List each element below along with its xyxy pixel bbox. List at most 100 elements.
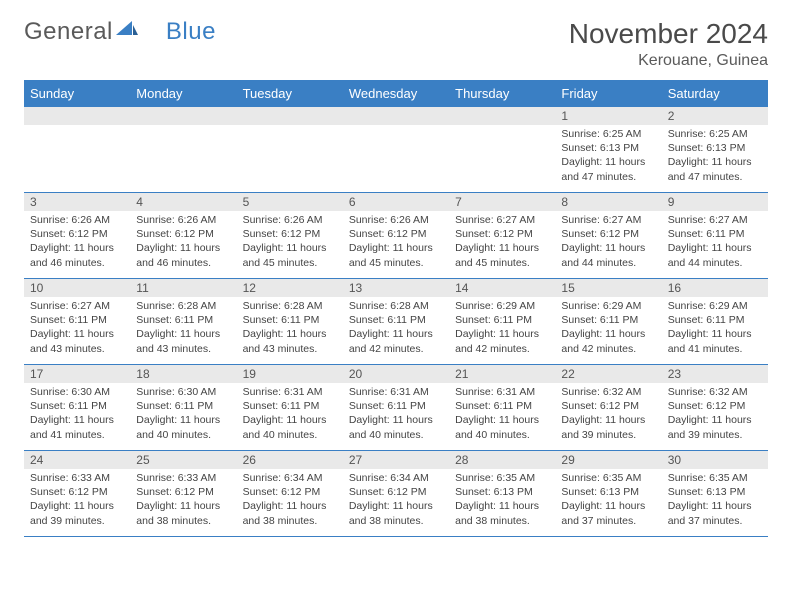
calendar-cell: 26Sunrise: 6:34 AMSunset: 6:12 PMDayligh… [237,451,343,537]
calendar-cell: 22Sunrise: 6:32 AMSunset: 6:12 PMDayligh… [555,365,661,451]
day-info: Sunrise: 6:26 AMSunset: 6:12 PMDaylight:… [237,211,343,274]
calendar-cell: 13Sunrise: 6:28 AMSunset: 6:11 PMDayligh… [343,279,449,365]
calendar-table: SundayMondayTuesdayWednesdayThursdayFrid… [24,80,768,537]
day-number: 5 [237,193,343,211]
calendar-cell: 20Sunrise: 6:31 AMSunset: 6:11 PMDayligh… [343,365,449,451]
calendar-cell: 11Sunrise: 6:28 AMSunset: 6:11 PMDayligh… [130,279,236,365]
daylight-text: Daylight: 11 hours and 39 minutes. [668,413,762,441]
day-number-empty [130,107,236,125]
sunset-text: Sunset: 6:11 PM [668,227,762,241]
day-number: 8 [555,193,661,211]
sunrise-text: Sunrise: 6:29 AM [561,299,655,313]
day-info: Sunrise: 6:29 AMSunset: 6:11 PMDaylight:… [449,297,555,360]
sunrise-text: Sunrise: 6:25 AM [561,127,655,141]
sunset-text: Sunset: 6:11 PM [668,313,762,327]
sunrise-text: Sunrise: 6:35 AM [455,471,549,485]
sunset-text: Sunset: 6:13 PM [455,485,549,499]
daylight-text: Daylight: 11 hours and 45 minutes. [455,241,549,269]
sunrise-text: Sunrise: 6:33 AM [30,471,124,485]
day-info: Sunrise: 6:33 AMSunset: 6:12 PMDaylight:… [24,469,130,532]
sunrise-text: Sunrise: 6:30 AM [136,385,230,399]
sunset-text: Sunset: 6:11 PM [30,399,124,413]
calendar-cell: 30Sunrise: 6:35 AMSunset: 6:13 PMDayligh… [662,451,768,537]
day-info: Sunrise: 6:33 AMSunset: 6:12 PMDaylight:… [130,469,236,532]
calendar-cell: 16Sunrise: 6:29 AMSunset: 6:11 PMDayligh… [662,279,768,365]
day-number: 12 [237,279,343,297]
day-number: 22 [555,365,661,383]
day-number: 10 [24,279,130,297]
daylight-text: Daylight: 11 hours and 38 minutes. [243,499,337,527]
sunrise-text: Sunrise: 6:29 AM [668,299,762,313]
location-text: Kerouane, Guinea [569,52,768,70]
sunset-text: Sunset: 6:12 PM [30,227,124,241]
calendar-cell: 21Sunrise: 6:31 AMSunset: 6:11 PMDayligh… [449,365,555,451]
day-number: 15 [555,279,661,297]
daylight-text: Daylight: 11 hours and 40 minutes. [455,413,549,441]
daylight-text: Daylight: 11 hours and 39 minutes. [30,499,124,527]
sunset-text: Sunset: 6:11 PM [455,313,549,327]
daylight-text: Daylight: 11 hours and 44 minutes. [561,241,655,269]
sunset-text: Sunset: 6:12 PM [455,227,549,241]
sunrise-text: Sunrise: 6:32 AM [668,385,762,399]
weekday-header: Thursday [449,81,555,107]
calendar-week: 24Sunrise: 6:33 AMSunset: 6:12 PMDayligh… [24,451,768,537]
calendar-cell [130,107,236,193]
calendar-cell: 28Sunrise: 6:35 AMSunset: 6:13 PMDayligh… [449,451,555,537]
calendar-cell: 1Sunrise: 6:25 AMSunset: 6:13 PMDaylight… [555,107,661,193]
day-info: Sunrise: 6:28 AMSunset: 6:11 PMDaylight:… [343,297,449,360]
day-info: Sunrise: 6:26 AMSunset: 6:12 PMDaylight:… [24,211,130,274]
brand-logo: General Blue [24,18,216,46]
day-number: 25 [130,451,236,469]
calendar-cell: 5Sunrise: 6:26 AMSunset: 6:12 PMDaylight… [237,193,343,279]
daylight-text: Daylight: 11 hours and 47 minutes. [668,155,762,183]
sunset-text: Sunset: 6:11 PM [243,313,337,327]
daylight-text: Daylight: 11 hours and 43 minutes. [30,327,124,355]
day-number: 28 [449,451,555,469]
calendar-cell: 17Sunrise: 6:30 AMSunset: 6:11 PMDayligh… [24,365,130,451]
day-number-empty [449,107,555,125]
weekday-header: Sunday [24,81,130,107]
calendar-cell: 19Sunrise: 6:31 AMSunset: 6:11 PMDayligh… [237,365,343,451]
day-number: 27 [343,451,449,469]
calendar-cell: 29Sunrise: 6:35 AMSunset: 6:13 PMDayligh… [555,451,661,537]
day-number: 3 [24,193,130,211]
day-info: Sunrise: 6:27 AMSunset: 6:12 PMDaylight:… [449,211,555,274]
sunset-text: Sunset: 6:11 PM [30,313,124,327]
sunset-text: Sunset: 6:12 PM [349,227,443,241]
calendar-cell: 2Sunrise: 6:25 AMSunset: 6:13 PMDaylight… [662,107,768,193]
calendar-cell: 15Sunrise: 6:29 AMSunset: 6:11 PMDayligh… [555,279,661,365]
calendar-cell: 8Sunrise: 6:27 AMSunset: 6:12 PMDaylight… [555,193,661,279]
day-number: 21 [449,365,555,383]
daylight-text: Daylight: 11 hours and 43 minutes. [136,327,230,355]
sunset-text: Sunset: 6:11 PM [136,399,230,413]
day-number: 23 [662,365,768,383]
sunrise-text: Sunrise: 6:33 AM [136,471,230,485]
weekday-header: Saturday [662,81,768,107]
sunrise-text: Sunrise: 6:27 AM [668,213,762,227]
calendar-cell: 27Sunrise: 6:34 AMSunset: 6:12 PMDayligh… [343,451,449,537]
day-number: 16 [662,279,768,297]
day-info: Sunrise: 6:34 AMSunset: 6:12 PMDaylight:… [343,469,449,532]
sunrise-text: Sunrise: 6:28 AM [349,299,443,313]
day-info: Sunrise: 6:31 AMSunset: 6:11 PMDaylight:… [449,383,555,446]
sunset-text: Sunset: 6:11 PM [243,399,337,413]
calendar-week: 1Sunrise: 6:25 AMSunset: 6:13 PMDaylight… [24,107,768,193]
day-info: Sunrise: 6:32 AMSunset: 6:12 PMDaylight:… [662,383,768,446]
day-number: 26 [237,451,343,469]
daylight-text: Daylight: 11 hours and 42 minutes. [455,327,549,355]
sunrise-text: Sunrise: 6:31 AM [349,385,443,399]
day-info: Sunrise: 6:26 AMSunset: 6:12 PMDaylight:… [130,211,236,274]
day-info: Sunrise: 6:32 AMSunset: 6:12 PMDaylight:… [555,383,661,446]
sunset-text: Sunset: 6:11 PM [349,313,443,327]
day-number: 1 [555,107,661,125]
brand-part2: Blue [166,18,216,46]
day-number: 30 [662,451,768,469]
weekday-header: Monday [130,81,236,107]
day-number: 11 [130,279,236,297]
sunset-text: Sunset: 6:12 PM [243,227,337,241]
sunset-text: Sunset: 6:13 PM [561,485,655,499]
day-info: Sunrise: 6:28 AMSunset: 6:11 PMDaylight:… [130,297,236,360]
daylight-text: Daylight: 11 hours and 42 minutes. [561,327,655,355]
calendar-cell [449,107,555,193]
day-number: 2 [662,107,768,125]
